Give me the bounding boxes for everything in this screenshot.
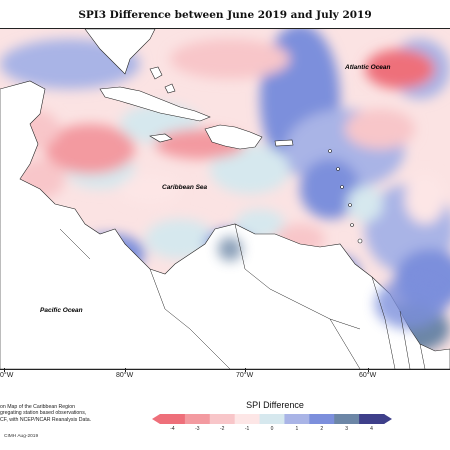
legend-arrow-right [384, 414, 392, 424]
map-title: SPI3 Difference between June 2019 and Ju… [78, 9, 372, 21]
lon-tick [4, 368, 5, 372]
lon-label: 0°W [0, 372, 14, 379]
legend-swatch [184, 414, 211, 424]
legend-swatch [259, 414, 285, 424]
country-borders [59, 223, 426, 369]
legend-tick-label: 4 [370, 426, 373, 432]
legend-tick-label: -3 [195, 426, 200, 432]
lon-label: 80°W [116, 372, 134, 379]
lon-label: 70°W [236, 372, 254, 379]
legend-swatch [334, 414, 360, 424]
land-spi-overlay [218, 237, 445, 329]
lon-tick [125, 368, 126, 372]
legend-title: SPI Difference [246, 400, 304, 410]
legend-tick-label: 2 [320, 426, 324, 432]
legend-tick-label: -4 [170, 426, 175, 432]
lon-tick [245, 368, 246, 372]
label-caribbean-sea: Caribbean Sea [162, 184, 208, 191]
land-masses [0, 29, 450, 369]
legend-colorbar [152, 414, 392, 424]
legend-tick-label: 1 [295, 426, 299, 432]
legend-swatch [359, 414, 385, 424]
label-pacific-ocean: Pacific Ocean [40, 307, 83, 314]
lon-label: 60°W [359, 372, 377, 379]
legend-swatch [234, 414, 261, 424]
spi-map [0, 29, 450, 369]
legend-arrow-left [152, 414, 160, 424]
map-panel: Atlantic Ocean Caribbean Sea Pacific Oce… [0, 28, 450, 370]
legend-swatch [209, 414, 236, 424]
map-description: on Map of the Caribbean Region gregating… [0, 404, 120, 423]
description-line: on Map of the Caribbean Region [0, 404, 75, 410]
legend-swatch [309, 414, 335, 424]
legend-swatch [284, 414, 310, 424]
lon-tick [368, 368, 369, 372]
description-line: CF, with NCEP/NCAR Reanalysis Data. [0, 416, 92, 423]
credit-text: CIMH Aug-2019 [4, 434, 39, 439]
legend-swatch [160, 414, 186, 424]
color-legend: -4 -3 -2 -1 0 1 2 3 4 [152, 412, 392, 432]
legend-tick-label: 0 [270, 426, 274, 432]
legend-tick-label: 3 [345, 426, 349, 432]
legend-tick-label: -2 [219, 426, 225, 432]
description-line: gregating station based observations, [0, 410, 87, 417]
label-atlantic-ocean: Atlantic Ocean [345, 64, 391, 71]
legend-tick-label: -1 [244, 426, 250, 432]
